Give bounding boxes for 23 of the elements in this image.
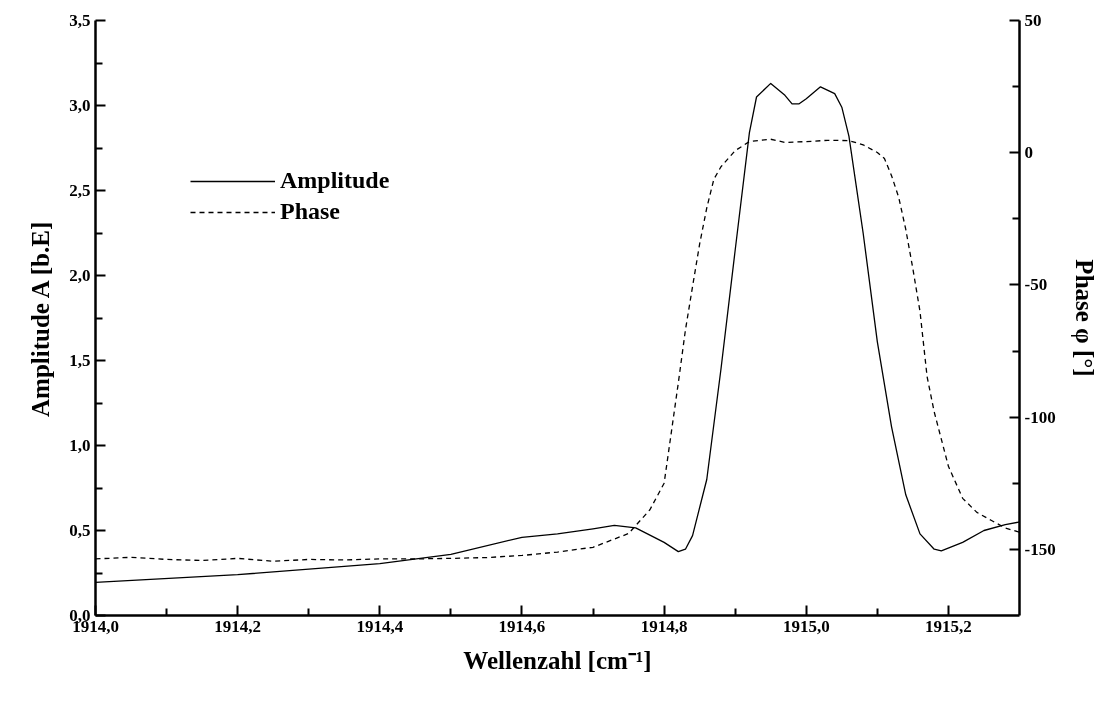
x-axis-title: Wellenzahl [cm⁻¹] bbox=[463, 646, 652, 674]
y2-axis-title: Phase φ [°] bbox=[1070, 259, 1098, 377]
y2-tick-label: 0 bbox=[1024, 143, 1033, 163]
y-tick-label: 2,0 bbox=[69, 266, 91, 285]
y2-tick-label: -100 bbox=[1024, 407, 1056, 427]
y-tick-label: 0,5 bbox=[69, 521, 91, 540]
x-tick-label: 1914,2 bbox=[214, 616, 262, 636]
x-tick-label: 1914,8 bbox=[640, 616, 688, 636]
x-tick-label: 1915,0 bbox=[782, 616, 830, 636]
y2-tick-label: 50 bbox=[1024, 11, 1042, 30]
y2-tick-label: -50 bbox=[1024, 275, 1048, 295]
x-tick-label: 1915,2 bbox=[925, 616, 972, 636]
x-tick-label: 1914,4 bbox=[356, 616, 404, 636]
y-tick-label: 3,0 bbox=[69, 96, 91, 115]
x-tick-label: 1914,6 bbox=[498, 616, 546, 636]
y-tick-label: 2,5 bbox=[69, 181, 91, 200]
y-tick-label: 1,0 bbox=[69, 436, 91, 455]
legend-label: Phase bbox=[280, 198, 340, 225]
y-tick-label: 3,5 bbox=[69, 11, 91, 30]
legend-label: Amplitude bbox=[280, 167, 390, 194]
y2-tick-label: -150 bbox=[1024, 539, 1056, 559]
y-axis-title: Amplitude A [b.E] bbox=[27, 221, 55, 417]
y-tick-label: 1,5 bbox=[69, 351, 91, 370]
